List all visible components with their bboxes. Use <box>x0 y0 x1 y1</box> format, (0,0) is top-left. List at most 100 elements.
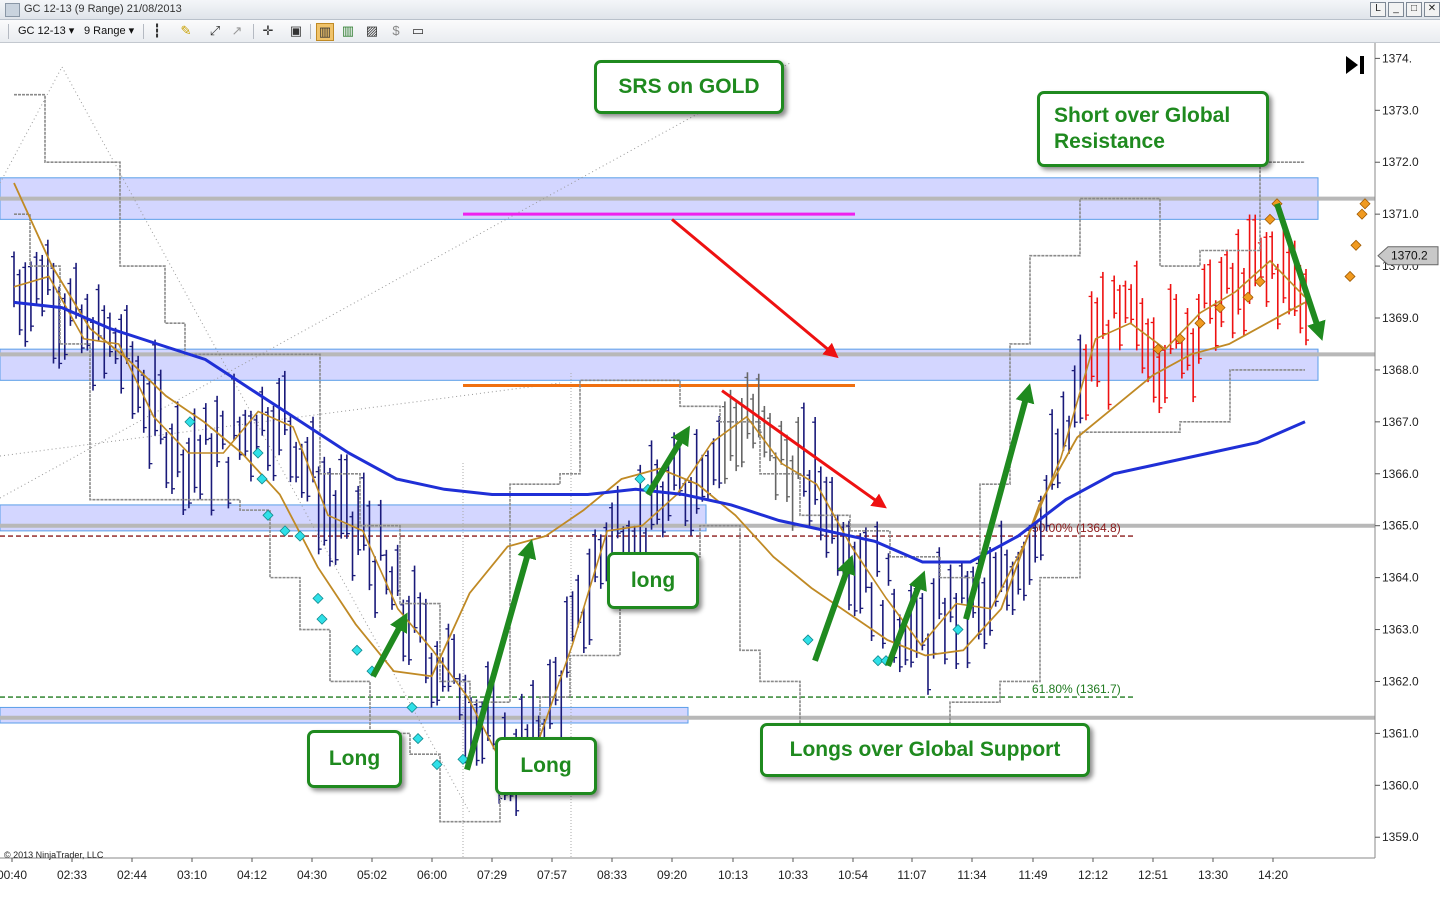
zone-global_support <box>0 706 689 724</box>
bar-type-icon[interactable]: ┇ <box>153 23 161 38</box>
toolbar-divider <box>253 24 254 39</box>
signal-diamond-orange <box>1356 208 1368 220</box>
signal-diamond <box>634 473 646 485</box>
chevron-down-icon: ▾ <box>128 25 135 37</box>
y-tick-label: 1362.0 <box>1382 674 1419 688</box>
x-tick-label: 04:12 <box>237 868 267 882</box>
short-callout: Short over Global Resistance <box>1037 91 1269 167</box>
y-tick-label: 1363.0 <box>1382 623 1419 637</box>
signal-diamond <box>279 525 291 537</box>
y-tick-label: 1365.0 <box>1382 519 1419 533</box>
y-tick-label: 1368.0 <box>1382 363 1419 377</box>
strategies-icon[interactable]: ▥ <box>341 23 355 38</box>
minimize-button[interactable]: _ <box>1388 2 1404 17</box>
x-tick-label: 11:49 <box>1018 868 1047 882</box>
properties-icon[interactable]: ▣ <box>289 23 303 38</box>
chart-style-icon[interactable]: ▨ <box>365 23 379 38</box>
signal-diamond <box>406 701 418 713</box>
signal-diamond-orange <box>1350 239 1362 251</box>
x-tick-label: 00:40 <box>0 868 27 882</box>
green-trade-arrow <box>885 570 927 667</box>
green-trade-arrow <box>464 539 537 771</box>
upper-channel-line <box>14 93 1305 704</box>
data-box-icon[interactable]: ▭ <box>411 23 425 38</box>
signal-diamond <box>294 530 306 542</box>
red-target-arrow <box>671 218 839 359</box>
close-button[interactable]: ✕ <box>1424 2 1440 17</box>
fib-level-label: 61.80% (1361.7) <box>1032 682 1121 696</box>
signal-diamond <box>256 473 268 485</box>
app-icon <box>5 3 20 17</box>
signal-diamond <box>252 447 264 459</box>
y-tick-label: 1372.0 <box>1382 155 1419 169</box>
instrument-label: GC 12-13 <box>18 25 66 37</box>
scroll-end-icon-bar <box>1360 56 1364 74</box>
x-tick-label: 02:44 <box>117 868 147 882</box>
y-tick-label: 1367.0 <box>1382 415 1419 429</box>
signal-diamond <box>431 758 443 771</box>
x-tick-label: 03:10 <box>177 868 207 882</box>
x-tick-label: 12:12 <box>1078 868 1108 882</box>
ma-medium-line <box>13 182 1306 678</box>
signal-diamond <box>316 613 328 625</box>
signal-diamond <box>312 592 324 604</box>
x-tick-label: 02:33 <box>57 868 87 882</box>
x-tick-label: 14:20 <box>1258 868 1288 882</box>
red-target-arrow <box>721 389 887 509</box>
signal-diamond-orange <box>1242 291 1254 303</box>
instrument-selector[interactable]: GC 12-13 ▾ <box>18 23 74 39</box>
green-trade-arrow <box>963 383 1035 620</box>
current-price-label: 1370.2 <box>1391 249 1428 263</box>
crosshair-icon[interactable]: ✛ <box>262 23 274 38</box>
green-trade-arrow <box>812 554 856 662</box>
x-tick-label: 07:57 <box>537 868 567 882</box>
x-tick-label: 06:00 <box>417 868 447 882</box>
ma-slow-line <box>13 300 1306 564</box>
indicators-icon[interactable]: ▥ <box>316 23 334 41</box>
signal-diamond <box>872 655 884 667</box>
signal-diamond-orange <box>1264 213 1276 225</box>
x-tick-label: 07:29 <box>477 868 507 882</box>
x-tick-label: 08:33 <box>597 868 627 882</box>
scroll-end-icon <box>1346 56 1358 74</box>
maximize-button[interactable]: □ <box>1406 2 1422 17</box>
longs-support-callout: Longs over Global Support <box>760 723 1090 777</box>
link-button[interactable]: L <box>1370 2 1386 17</box>
x-tick-label: 10:54 <box>838 868 868 882</box>
signal-diamond-orange <box>1344 270 1356 283</box>
ma-fast-line <box>13 259 1306 766</box>
signal-diamond-orange <box>1174 333 1186 345</box>
window-titlebar: GC 12-13 (9 Range) 21/08/2013 L _ □ ✕ <box>0 0 1440 20</box>
interval-label: 9 Range <box>84 25 126 37</box>
dollar-icon[interactable]: $ <box>392 23 400 38</box>
fib-level-label: 50.00% (1364.8) <box>1032 521 1121 535</box>
x-tick-label: 10:33 <box>778 868 808 882</box>
trend-line <box>61 66 471 814</box>
pointer-icon[interactable]: ↗ <box>231 23 243 38</box>
y-tick-label: 1366.0 <box>1382 467 1419 481</box>
toolbar-grip <box>8 24 9 39</box>
long-callout-1: Long <box>307 730 402 788</box>
zoom-icon[interactable]: ⤢ <box>209 23 221 38</box>
trend-line <box>0 382 561 457</box>
trend-line <box>0 66 63 184</box>
drawing-tool-icon[interactable]: ✎ <box>180 23 192 38</box>
title-callout: SRS on GOLD <box>594 60 784 114</box>
interval-selector[interactable]: 9 Range ▾ <box>84 23 134 39</box>
x-tick-label: 13:30 <box>1198 868 1228 882</box>
y-tick-label: 1360.0 <box>1382 778 1419 792</box>
signal-diamond-orange <box>1194 317 1206 329</box>
y-tick-label: 1361.0 <box>1382 726 1419 740</box>
current-price-marker <box>1377 246 1439 266</box>
signal-diamond <box>412 733 424 745</box>
signal-diamond <box>802 634 814 646</box>
trend-line <box>0 62 791 499</box>
x-tick-label: 11:34 <box>957 868 986 882</box>
signal-diamond-orange <box>1214 302 1226 314</box>
green-trade-arrow <box>370 612 408 678</box>
signal-diamond-orange <box>1152 343 1164 355</box>
long-callout-2: Long <box>495 737 597 795</box>
x-tick-label: 11:07 <box>897 868 926 882</box>
x-tick-label: 10:13 <box>718 868 748 882</box>
price-chart[interactable]: 50.00% (1364.8) 61.80% (1361.7) 1374. 1373… <box>0 43 1440 900</box>
